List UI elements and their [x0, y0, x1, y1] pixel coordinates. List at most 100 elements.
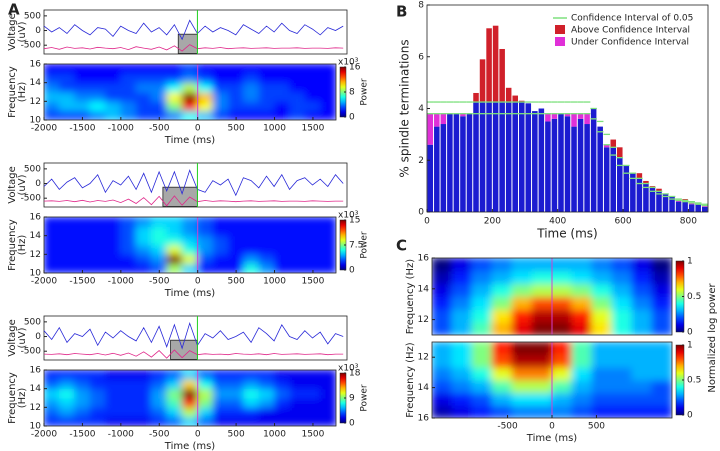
heatmap-cell	[289, 416, 306, 426]
heatmap-cell	[243, 82, 260, 93]
heatmap-cell	[135, 235, 153, 246]
heatmap-cell	[571, 392, 593, 406]
heatmap-cell	[74, 263, 91, 273]
heatmap-cell	[227, 110, 245, 120]
heatmap-cell	[304, 406, 322, 418]
y-axis-label: % spindle terminations	[398, 39, 412, 177]
heatmap-cell	[274, 244, 291, 255]
heatmap-cell	[227, 82, 245, 93]
y-tick-label: 14	[30, 231, 42, 241]
heatmap-cell	[320, 253, 336, 265]
bar	[688, 204, 695, 212]
heatmap-cell	[135, 416, 153, 426]
heatmap-cell	[471, 404, 493, 418]
y-tick-label: 12	[30, 403, 41, 413]
bar-above	[499, 48, 505, 103]
heatmap-cell	[451, 321, 473, 335]
bar-under	[577, 113, 584, 119]
y-tick-label: 14	[30, 78, 42, 88]
bar	[460, 116, 466, 212]
heatmap-cell	[611, 308, 633, 323]
heatmap-cell	[181, 100, 199, 112]
heatmap-cell	[181, 72, 199, 84]
bar	[590, 108, 597, 212]
heatmap-cell	[320, 263, 336, 273]
heatmap-cell	[227, 388, 245, 399]
heatmap-cell	[611, 270, 633, 285]
heatmap-cell	[432, 354, 453, 368]
y-axis-label: (Hz)	[17, 82, 28, 103]
heatmap-cell	[531, 342, 553, 356]
bar-under	[564, 113, 571, 117]
heatmap-cell	[571, 283, 593, 297]
bar	[427, 144, 434, 212]
y-tick-label: 10	[30, 116, 42, 126]
heatmap-cell	[44, 244, 60, 255]
heatmap-cell	[151, 64, 168, 74]
heatmap-cell	[227, 378, 245, 390]
bar	[505, 102, 512, 212]
legend-swatch	[555, 37, 565, 46]
x-axis-label: Time (ms)	[526, 433, 578, 444]
heatmap-cell	[243, 253, 260, 265]
heatmap-cell	[289, 225, 306, 237]
heatmap-cell	[432, 321, 453, 335]
heatmap-cell	[151, 235, 168, 246]
heatmap-cell	[274, 217, 291, 227]
y-tick-label: 12	[418, 353, 429, 363]
heatmap-cell	[44, 217, 60, 227]
heatmap-cell	[611, 283, 633, 297]
heatmap-cell	[289, 110, 306, 120]
heatmap-cell	[471, 379, 493, 394]
heatmap-cell	[74, 244, 91, 255]
heatmap-cell	[212, 397, 229, 408]
bar	[597, 126, 603, 212]
heatmap-cell	[651, 342, 672, 356]
heatmap-cell	[44, 378, 60, 390]
heatmap-cell	[151, 406, 168, 418]
heatmap-cell	[120, 72, 137, 84]
heatmap-cell	[166, 378, 183, 390]
heatmap-cell	[320, 217, 336, 227]
heatmap-cell	[243, 100, 260, 112]
bar	[630, 173, 636, 212]
y-tick-label: 8	[418, 1, 424, 11]
heatmap-cell	[274, 100, 291, 112]
heatmap-cell	[320, 416, 336, 426]
heatmap-cell	[304, 82, 322, 93]
heatmap-cell	[631, 342, 653, 356]
heatmap-cell	[471, 392, 493, 406]
heatmap-cell	[120, 244, 137, 255]
heatmap-cell	[227, 263, 245, 273]
heatmap-cell	[58, 91, 76, 102]
heatmap-cell	[531, 404, 553, 418]
heatmap-cell	[511, 404, 533, 418]
heatmap-cell	[258, 370, 276, 380]
x-tick-label: 1000	[263, 124, 286, 134]
bar	[571, 126, 577, 212]
heatmap-cell	[571, 379, 593, 394]
heatmap-cell	[166, 100, 183, 112]
heatmap	[44, 370, 336, 426]
heatmap-cell	[651, 321, 672, 335]
heatmap-cell	[151, 100, 168, 112]
bar	[682, 200, 688, 212]
heatmap-cell	[611, 354, 633, 368]
heatmap-cell	[58, 263, 76, 273]
heatmap-cell	[166, 82, 183, 93]
x-tick-label: 1000	[263, 430, 286, 440]
heatmap-cell	[151, 253, 168, 265]
heatmap-cell	[44, 100, 60, 112]
heatmap	[44, 217, 336, 273]
heatmap-cell	[243, 397, 260, 408]
heatmap-cell	[451, 404, 473, 418]
heatmap-cell	[104, 263, 122, 273]
heatmap-cell	[151, 225, 168, 237]
heatmap	[432, 342, 672, 418]
y-tick-label: 16	[30, 213, 42, 223]
heatmap-cell	[611, 342, 633, 356]
colorbar-tick-label: 0.5	[687, 376, 701, 386]
heatmap-cell	[571, 308, 593, 323]
heatmap-cell	[74, 416, 91, 426]
heatmap-cell	[432, 392, 453, 406]
